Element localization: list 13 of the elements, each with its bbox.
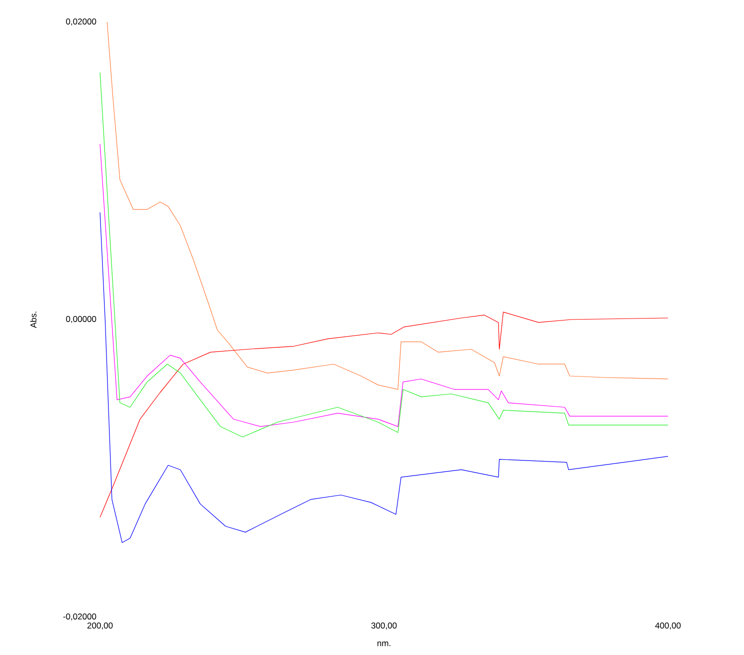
y-tick-label: 0,02000 — [66, 18, 96, 26]
x-axis-title: nm. — [377, 642, 390, 646]
y-tick-label: -0,02000 — [63, 613, 96, 620]
line-series — [100, 72, 668, 438]
x-tick-label: 300,00 — [371, 622, 397, 630]
line-series — [100, 312, 668, 518]
line-series — [106, 22, 668, 390]
y-axis-title: Abs. — [30, 312, 36, 328]
line-series — [100, 144, 668, 427]
line-series — [100, 212, 668, 543]
x-tick-label: 400,00 — [655, 622, 681, 630]
x-tick-label: 200,00 — [87, 622, 113, 630]
y-tick-label: 0,00000 — [66, 316, 96, 323]
